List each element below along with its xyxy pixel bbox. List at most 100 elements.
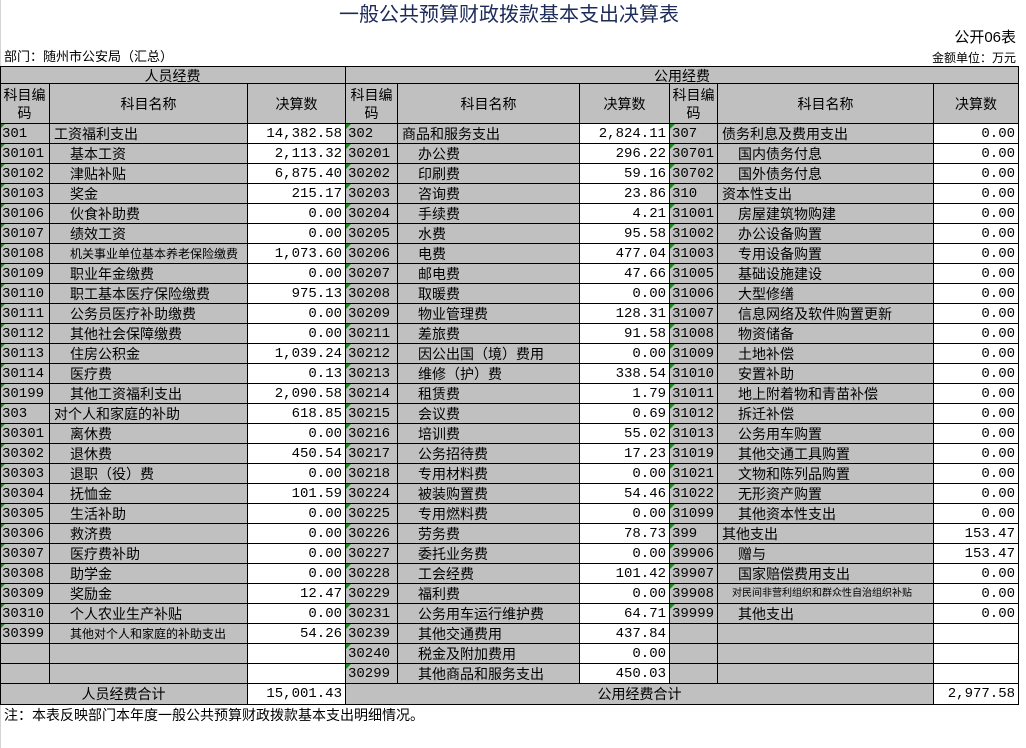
row-name[interactable]: 职工基本医疗保险缴费 [50, 284, 248, 304]
row-name[interactable]: 办公设备购置 [718, 224, 934, 244]
row-code[interactable]: 30399 [0, 624, 50, 644]
row-code[interactable]: 303 [0, 404, 50, 424]
row-name[interactable]: 工会经费 [398, 564, 580, 584]
row-code[interactable]: 31011 [670, 384, 718, 404]
row-code[interactable]: 30308 [0, 564, 50, 584]
row-amount[interactable]: 78.73 [580, 524, 670, 544]
row-amount[interactable]: 0.00 [580, 504, 670, 524]
row-name[interactable]: 其他工资福利支出 [50, 384, 248, 404]
row-name[interactable]: 大型修缮 [718, 284, 934, 304]
row-amount[interactable]: 296.22 [580, 144, 670, 164]
row-name[interactable]: 土地补偿 [718, 344, 934, 364]
empty-name-cell[interactable] [718, 644, 934, 664]
empty-code-cell[interactable] [0, 644, 50, 664]
row-name[interactable]: 水费 [398, 224, 580, 244]
row-code[interactable]: 30239 [346, 624, 398, 644]
row-code[interactable]: 301 [0, 124, 50, 144]
row-code[interactable]: 30113 [0, 344, 50, 364]
row-name[interactable]: 房屋建筑物购建 [718, 204, 934, 224]
row-amount[interactable]: 0.00 [934, 564, 1019, 584]
row-amount[interactable]: 0.00 [934, 204, 1019, 224]
row-amount[interactable]: 450.03 [580, 664, 670, 684]
row-name[interactable]: 对民间非营利组织和群众性自治组织补贴 [718, 584, 934, 604]
row-name[interactable]: 劳务费 [398, 524, 580, 544]
row-amount[interactable]: 338.54 [580, 364, 670, 384]
row-name[interactable]: 其他商品和服务支出 [398, 664, 580, 684]
row-name[interactable]: 医疗费补助 [50, 544, 248, 564]
row-code[interactable]: 30217 [346, 444, 398, 464]
empty-code-cell[interactable] [670, 644, 718, 664]
row-name[interactable]: 伙食补助费 [50, 204, 248, 224]
row-amount[interactable]: 0.00 [248, 464, 346, 484]
row-code[interactable]: 30302 [0, 444, 50, 464]
empty-code-cell[interactable] [670, 664, 718, 684]
row-code[interactable]: 30201 [346, 144, 398, 164]
row-amount[interactable]: 0.00 [934, 264, 1019, 284]
row-amount[interactable]: 0.00 [934, 604, 1019, 624]
row-code[interactable]: 30202 [346, 164, 398, 184]
row-name[interactable]: 地上附着物和青苗补偿 [718, 384, 934, 404]
row-name[interactable]: 住房公积金 [50, 344, 248, 364]
row-amount[interactable]: 0.00 [248, 544, 346, 564]
row-name[interactable]: 津贴补贴 [50, 164, 248, 184]
row-code[interactable]: 30207 [346, 264, 398, 284]
row-amount[interactable]: 0.00 [248, 424, 346, 444]
row-code[interactable]: 30225 [346, 504, 398, 524]
row-code[interactable]: 31019 [670, 444, 718, 464]
row-code[interactable]: 30306 [0, 524, 50, 544]
row-code[interactable]: 30218 [346, 464, 398, 484]
row-code[interactable]: 30199 [0, 384, 50, 404]
row-amount[interactable]: 153.47 [934, 544, 1019, 564]
row-code[interactable]: 30109 [0, 264, 50, 284]
empty-amount-cell[interactable] [248, 644, 346, 664]
row-code[interactable]: 31010 [670, 364, 718, 384]
row-amount[interactable]: 975.13 [248, 284, 346, 304]
empty-amount-cell[interactable] [248, 664, 346, 684]
row-amount[interactable]: 0.00 [248, 324, 346, 344]
row-name[interactable]: 资本性支出 [718, 184, 934, 204]
row-code[interactable]: 399 [670, 524, 718, 544]
row-amount[interactable]: 1,073.60 [248, 244, 346, 264]
row-code[interactable]: 302 [346, 124, 398, 144]
row-code[interactable]: 30224 [346, 484, 398, 504]
row-amount[interactable]: 0.00 [934, 324, 1019, 344]
row-code[interactable]: 30110 [0, 284, 50, 304]
row-amount[interactable]: 437.84 [580, 624, 670, 644]
row-amount[interactable]: 0.00 [934, 584, 1019, 604]
row-name[interactable]: 职业年金缴费 [50, 264, 248, 284]
row-amount[interactable]: 0.00 [248, 204, 346, 224]
row-code[interactable]: 30103 [0, 184, 50, 204]
row-code[interactable]: 30226 [346, 524, 398, 544]
row-code[interactable]: 31002 [670, 224, 718, 244]
row-amount[interactable]: 0.00 [580, 544, 670, 564]
row-amount[interactable]: 59.16 [580, 164, 670, 184]
row-code[interactable]: 30111 [0, 304, 50, 324]
row-code[interactable]: 30228 [346, 564, 398, 584]
row-name[interactable]: 物业管理费 [398, 304, 580, 324]
row-name[interactable]: 福利费 [398, 584, 580, 604]
row-amount[interactable]: 54.46 [580, 484, 670, 504]
row-amount[interactable]: 0.00 [934, 304, 1019, 324]
row-amount[interactable]: 4.21 [580, 204, 670, 224]
row-name[interactable]: 公务员医疗补助缴费 [50, 304, 248, 324]
row-code[interactable]: 30214 [346, 384, 398, 404]
row-code[interactable]: 30216 [346, 424, 398, 444]
row-name[interactable]: 因公出国（境）费用 [398, 344, 580, 364]
empty-name-cell[interactable] [718, 624, 934, 644]
row-amount[interactable]: 0.00 [580, 584, 670, 604]
row-code[interactable]: 39999 [670, 604, 718, 624]
row-amount[interactable]: 0.69 [580, 404, 670, 424]
row-code[interactable]: 30211 [346, 324, 398, 344]
row-name[interactable]: 安置补助 [718, 364, 934, 384]
row-code[interactable]: 30231 [346, 604, 398, 624]
row-amount[interactable]: 0.00 [934, 424, 1019, 444]
row-amount[interactable]: 0.00 [934, 284, 1019, 304]
row-name[interactable]: 其他资本性支出 [718, 504, 934, 524]
row-amount[interactable]: 0.00 [934, 164, 1019, 184]
row-code[interactable]: 31021 [670, 464, 718, 484]
row-name[interactable]: 被装购置费 [398, 484, 580, 504]
empty-name-cell[interactable] [50, 644, 248, 664]
row-amount[interactable]: 450.54 [248, 444, 346, 464]
public-total-amount[interactable]: 2,977.58 [934, 684, 1019, 705]
row-amount[interactable]: 0.00 [934, 444, 1019, 464]
